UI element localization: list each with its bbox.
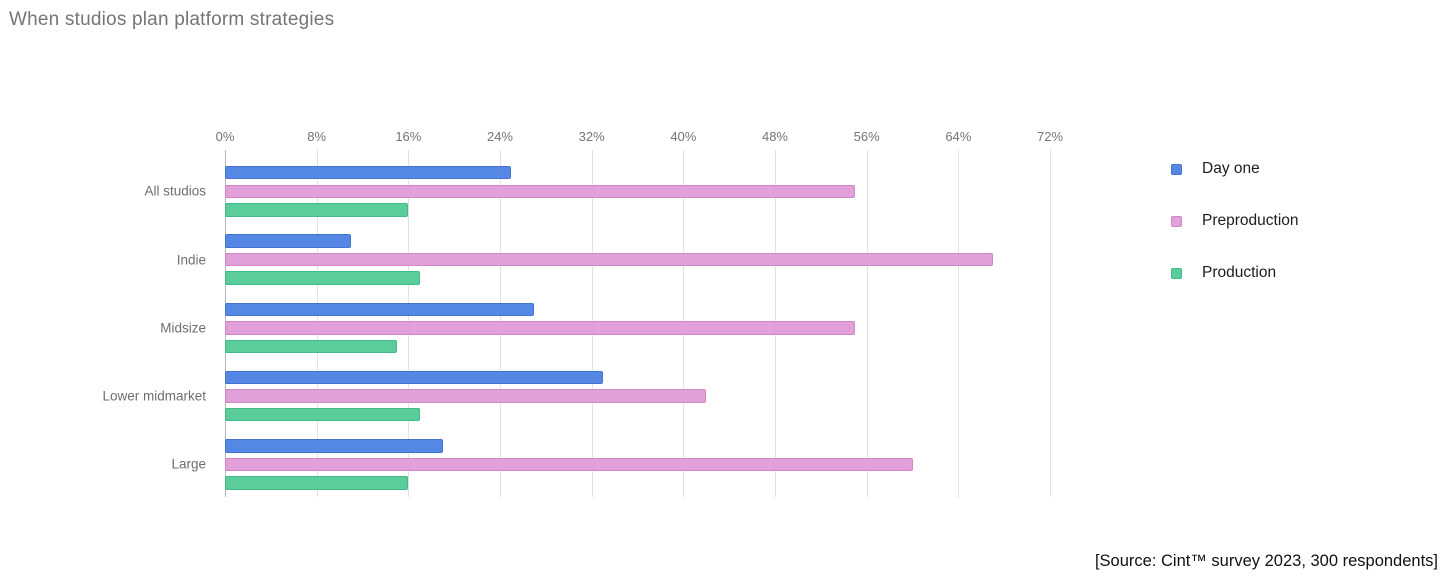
x-tick-label-48: 48% xyxy=(761,129,788,144)
category-label-large: Large xyxy=(171,456,206,472)
bar-group-lower-midmarket: Lower midmarket xyxy=(102,370,1050,422)
legend-item-preproduction: Preproduction xyxy=(1171,212,1299,230)
gridline-72 xyxy=(1050,150,1051,497)
legend-label-day-one: Day one xyxy=(1202,160,1260,177)
bar-day-one-all-studios xyxy=(225,166,512,180)
bar-production-indie xyxy=(225,271,420,285)
bar-preproduction-large xyxy=(225,457,913,472)
x-tick-label-8: 8% xyxy=(307,129,327,144)
bar-group-indie: Indie xyxy=(177,234,1050,285)
bar-day-one-large xyxy=(225,439,443,453)
legend-label-production: Production xyxy=(1202,264,1277,281)
legend-swatch-production-icon xyxy=(1171,267,1182,279)
x-tick-label-32: 32% xyxy=(578,129,605,144)
bar-day-one-midsize xyxy=(225,302,535,316)
legend-swatch-preproduction-icon xyxy=(1171,215,1182,227)
bar-preproduction-lower-midmarket xyxy=(225,389,707,403)
bar-preproduction-indie xyxy=(225,252,993,267)
bar-group-midsize: Midsize xyxy=(160,302,1050,354)
category-label-all-studios: All studios xyxy=(144,183,206,199)
bars-indie xyxy=(225,234,1050,285)
gridline-56 xyxy=(866,150,868,497)
legend: Day one Preproduction Production xyxy=(1171,160,1299,282)
category-label-lower-midmarket: Lower midmarket xyxy=(102,388,206,404)
x-tick-label-0: 0% xyxy=(215,129,235,144)
category-label-midsize: Midsize xyxy=(160,320,206,336)
legend-label-preproduction: Preproduction xyxy=(1202,212,1299,229)
x-tick-label-72: 72% xyxy=(1036,129,1064,144)
x-tick-label-64: 64% xyxy=(945,129,972,144)
bar-production-large xyxy=(225,476,409,490)
category-label-indie: Indie xyxy=(176,252,206,268)
bar-production-all-studios xyxy=(225,203,409,217)
bar-group-large: Large xyxy=(171,439,1050,490)
bar-production-midsize xyxy=(225,339,397,354)
bars-midsize xyxy=(225,302,1050,354)
bar-preproduction-midsize xyxy=(225,321,856,335)
x-tick-label-40: 40% xyxy=(670,129,697,144)
legend-swatch-day-one-icon xyxy=(1171,163,1182,175)
bar-production-lower-midmarket xyxy=(225,408,420,422)
bar-day-one-indie xyxy=(225,234,352,248)
chart-title: When studios plan platform strategies xyxy=(9,9,335,30)
bars-large xyxy=(225,439,1050,490)
legend-item-production: Production xyxy=(1171,264,1299,282)
x-tick-label-56: 56% xyxy=(853,129,880,144)
bar-preproduction-all-studios xyxy=(225,184,856,198)
legend-item-day-one: Day one xyxy=(1171,160,1299,178)
bar-day-one-lower-midmarket xyxy=(225,370,604,385)
bar-group-all-studios: All studios xyxy=(144,166,1050,217)
source-note: [Source: Cint™ survey 2023, 300 responde… xyxy=(1094,552,1438,570)
bars-all-studios xyxy=(225,166,1050,217)
gridline-64 xyxy=(958,150,960,497)
x-tick-label-24: 24% xyxy=(486,129,513,144)
bars-lower-midmarket xyxy=(225,370,1050,422)
x-tick-label-16: 16% xyxy=(395,129,422,144)
plot-area: 0% 8% 16% 24% 32% 40% 48% 56% 64% 72% All studios I… xyxy=(102,129,1063,497)
